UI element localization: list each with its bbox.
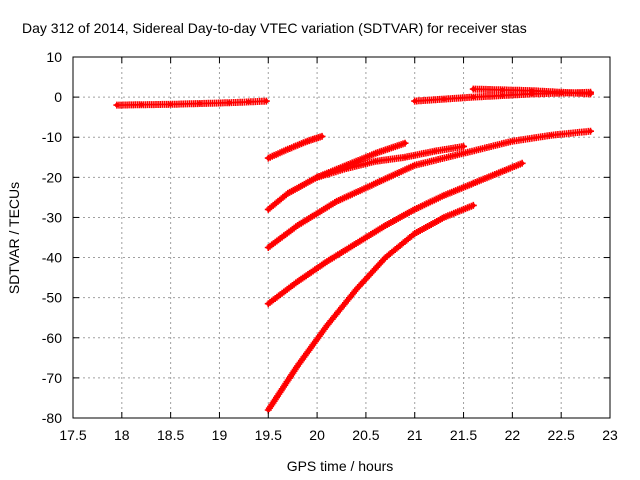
data-point xyxy=(246,99,251,105)
data-point xyxy=(373,181,378,186)
series-arc-2 xyxy=(264,132,326,162)
data-point xyxy=(373,151,378,156)
x-axis-label: GPS time / hours xyxy=(287,458,394,474)
data-point xyxy=(412,231,417,236)
y-tick-label: -30 xyxy=(42,209,62,225)
series-arc-4 xyxy=(264,127,594,251)
data-point xyxy=(500,169,505,174)
data-point xyxy=(471,203,476,208)
data-point xyxy=(295,279,300,284)
data-point xyxy=(559,90,564,95)
data-point xyxy=(285,191,290,196)
data-point xyxy=(373,159,378,164)
data-point xyxy=(266,301,271,306)
data-point xyxy=(266,407,271,413)
y-tick-label: -40 xyxy=(42,250,62,266)
x-tick-label: 22.5 xyxy=(548,427,575,443)
data-point xyxy=(266,207,271,212)
series-arc-1 xyxy=(113,97,270,109)
data-point xyxy=(319,134,325,139)
data-point xyxy=(588,91,593,97)
x-tick-label: 20 xyxy=(309,427,325,443)
data-point xyxy=(441,96,447,102)
series-arc-9 xyxy=(469,85,594,98)
data-point xyxy=(334,199,339,204)
data-point xyxy=(305,139,310,144)
x-tick-label: 22 xyxy=(505,427,521,443)
y-tick-label: -10 xyxy=(42,129,62,145)
plot-frame xyxy=(72,56,611,419)
data-series xyxy=(113,85,594,414)
data-point xyxy=(432,149,437,154)
data-point xyxy=(266,155,271,161)
data-point xyxy=(324,323,330,328)
x-tick-label: 18.5 xyxy=(157,427,184,443)
x-tick-label: 23 xyxy=(602,427,618,443)
data-point xyxy=(519,161,525,166)
data-point xyxy=(529,88,535,93)
x-tick-label: 19.5 xyxy=(255,427,282,443)
x-tick-label: 21 xyxy=(407,427,423,443)
plus-markers xyxy=(113,97,270,109)
data-point xyxy=(295,223,300,228)
series-arc-7 xyxy=(313,142,467,181)
grid-lines xyxy=(73,57,610,418)
x-tick-label: 21.5 xyxy=(450,427,477,443)
y-tick-label: -70 xyxy=(42,370,62,386)
series-arc-5 xyxy=(264,159,526,308)
data-point xyxy=(227,100,232,105)
data-point xyxy=(461,151,466,156)
data-point xyxy=(471,181,476,186)
data-point xyxy=(441,215,447,220)
data-point xyxy=(285,147,290,152)
y-axis-ticks: 10 0 -10 -20 -30 -40 -50 -60 -70 -80 xyxy=(42,49,610,426)
data-point xyxy=(471,86,476,92)
data-point xyxy=(588,129,593,134)
data-point xyxy=(383,223,388,228)
data-point xyxy=(471,94,476,100)
y-axis-label: SDTVAR / TECUs xyxy=(6,182,22,294)
data-point xyxy=(402,155,408,160)
data-point xyxy=(295,363,300,369)
data-point xyxy=(383,255,388,260)
data-point xyxy=(266,245,271,250)
series-arc-6 xyxy=(264,201,477,414)
x-tick-label: 20.5 xyxy=(352,427,379,443)
data-point xyxy=(402,141,408,146)
data-point xyxy=(510,139,515,144)
data-point xyxy=(344,166,349,171)
x-tick-label: 17.5 xyxy=(59,427,86,443)
data-point xyxy=(353,287,359,292)
x-axis-ticks: 17.5 18 18.5 19 19.5 20 20.5 21 21.5 22 22.5 23 xyxy=(59,57,618,443)
data-point xyxy=(168,102,173,107)
y-tick-label: -60 xyxy=(42,330,62,346)
data-point xyxy=(353,241,359,246)
y-tick-label: -80 xyxy=(42,410,62,426)
data-point xyxy=(549,133,554,138)
data-point xyxy=(500,93,505,98)
data-point xyxy=(324,259,330,264)
data-point xyxy=(412,163,417,168)
data-point xyxy=(412,207,417,212)
x-tick-label: 18 xyxy=(114,427,130,443)
data-point xyxy=(461,144,466,149)
y-tick-label: 10 xyxy=(46,49,62,65)
chart-title: Day 312 of 2014, Sidereal Day-to-day VTE… xyxy=(22,20,527,36)
data-point xyxy=(441,193,447,198)
y-tick-label: -20 xyxy=(42,169,62,185)
data-point xyxy=(314,175,320,180)
data-point xyxy=(197,101,203,106)
y-tick-label: -50 xyxy=(42,290,62,306)
x-tick-label: 19 xyxy=(212,427,228,443)
data-point xyxy=(264,98,269,104)
data-point xyxy=(500,87,505,93)
y-tick-label: 0 xyxy=(54,89,62,105)
data-point xyxy=(412,98,417,104)
data-point xyxy=(139,102,144,107)
data-point xyxy=(114,102,120,108)
plus-markers xyxy=(264,127,594,251)
